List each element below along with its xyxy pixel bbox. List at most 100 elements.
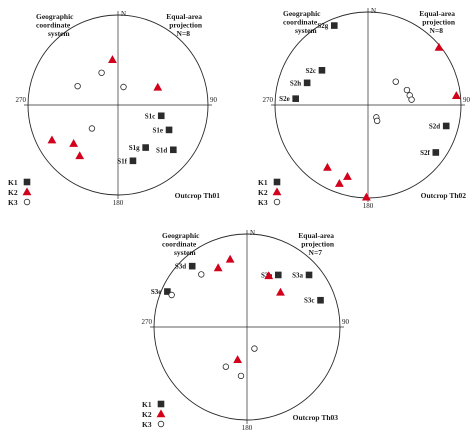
coordinate-system-label: Geographic bbox=[283, 9, 321, 18]
projection-label: projection bbox=[422, 18, 456, 27]
pole-k1 bbox=[305, 271, 313, 279]
legend-symbol-k3 bbox=[273, 198, 281, 206]
pole-k1 bbox=[432, 149, 440, 156]
legend-label-k2: K2 bbox=[8, 188, 18, 197]
legend-label-k1: K1 bbox=[258, 178, 268, 187]
legend-label-k2: K2 bbox=[258, 188, 268, 197]
pole-k2 bbox=[69, 138, 79, 147]
pole-k1 bbox=[157, 112, 165, 120]
legend-label-k3: K3 bbox=[258, 198, 268, 207]
pole-k1 bbox=[292, 95, 299, 102]
pole-k3 bbox=[373, 117, 381, 125]
pole-k3 bbox=[237, 372, 245, 380]
pole-label: S2h bbox=[290, 79, 301, 87]
pole-label: S1d bbox=[156, 146, 167, 154]
legend-symbol-k1 bbox=[273, 178, 281, 186]
pole-k2 bbox=[47, 135, 57, 144]
pole-k3 bbox=[403, 86, 411, 94]
pole-label: S3e bbox=[151, 288, 162, 296]
outcrop-label: Outcrop Th02 bbox=[421, 191, 467, 200]
pole-k2 bbox=[213, 263, 223, 272]
west-label: 270 bbox=[142, 318, 153, 326]
pole-label: S2g bbox=[317, 22, 328, 30]
pole-k1 bbox=[142, 144, 149, 151]
pole-k2 bbox=[334, 179, 344, 187]
projection-label: projection bbox=[169, 21, 203, 30]
south-label: 180 bbox=[242, 424, 253, 432]
south-label: 180 bbox=[113, 199, 124, 207]
pole-k2 bbox=[276, 287, 285, 296]
west-label: 270 bbox=[16, 96, 27, 104]
coordinate-system-label: system bbox=[48, 29, 70, 38]
projection-label: N=8 bbox=[177, 29, 191, 38]
pole-k2 bbox=[225, 254, 235, 263]
pole-k2 bbox=[233, 355, 243, 364]
pole-label: S1c bbox=[145, 112, 156, 120]
pole-k3 bbox=[408, 96, 415, 103]
east-label: 90 bbox=[342, 318, 350, 326]
pole-label: S2d bbox=[429, 122, 440, 130]
legend-label-k1: K1 bbox=[142, 400, 152, 409]
pole-k1 bbox=[170, 146, 177, 154]
pole-label: S1f bbox=[117, 157, 127, 165]
coordinate-system-label: Geographic bbox=[162, 231, 200, 240]
pole-k1 bbox=[317, 296, 324, 304]
outcrop-label: Outcrop Th03 bbox=[293, 413, 339, 422]
pole-k3 bbox=[98, 69, 105, 76]
projection-label: projection bbox=[301, 240, 335, 249]
pole-k2 bbox=[323, 162, 332, 171]
outcrop-label: Outcrop Th01 bbox=[175, 191, 221, 200]
legend-label-k3: K3 bbox=[142, 420, 152, 429]
projection-label: N=8 bbox=[430, 26, 444, 35]
pole-k1 bbox=[303, 79, 311, 87]
pole-k2 bbox=[264, 271, 274, 280]
north-label: N bbox=[250, 229, 255, 237]
pole-k2 bbox=[153, 82, 163, 91]
coordinate-system-label: system bbox=[174, 248, 196, 257]
pole-k3 bbox=[222, 363, 230, 370]
pole-k3 bbox=[198, 271, 205, 278]
coordinate-system-label: Geographic bbox=[36, 12, 74, 21]
projection-label: Equal-area bbox=[298, 231, 334, 240]
legend-label-k3: K3 bbox=[8, 198, 18, 207]
pole-k2 bbox=[434, 42, 444, 51]
coordinate-system-label: coordinate bbox=[162, 240, 197, 249]
projection-label: N=7 bbox=[309, 248, 323, 257]
legend-symbol-k1 bbox=[23, 178, 31, 186]
pole-k3 bbox=[168, 291, 175, 299]
pole-k1 bbox=[129, 157, 137, 165]
pole-k3 bbox=[88, 125, 96, 132]
pole-label: S3a bbox=[292, 271, 303, 279]
coordinate-system-label: coordinate bbox=[283, 18, 318, 27]
pole-k1 bbox=[318, 67, 326, 74]
east-label: 90 bbox=[210, 96, 218, 104]
pole-label: S1g bbox=[129, 144, 140, 152]
legend-label-k1: K1 bbox=[8, 178, 18, 187]
south-label: 180 bbox=[363, 202, 374, 210]
pole-label: S3d bbox=[175, 263, 186, 271]
legend-symbol-k2 bbox=[22, 187, 32, 196]
pole-label: S3c bbox=[304, 297, 315, 305]
legend-symbol-k2 bbox=[272, 187, 282, 196]
pole-k3 bbox=[74, 82, 81, 90]
pole-k3 bbox=[251, 345, 258, 352]
north-label: N bbox=[371, 7, 376, 15]
pole-k1 bbox=[165, 126, 173, 134]
pole-k1 bbox=[330, 22, 338, 29]
pole-k1 bbox=[442, 122, 450, 130]
pole-k1 bbox=[164, 288, 171, 295]
pole-k2 bbox=[343, 172, 352, 180]
legend-symbol-k3 bbox=[23, 198, 31, 206]
pole-label: S1e bbox=[153, 126, 164, 134]
legend-symbol-k2 bbox=[156, 409, 166, 418]
west-label: 270 bbox=[263, 96, 274, 104]
pole-label: S2c bbox=[305, 67, 316, 75]
pole-k3 bbox=[392, 78, 399, 85]
